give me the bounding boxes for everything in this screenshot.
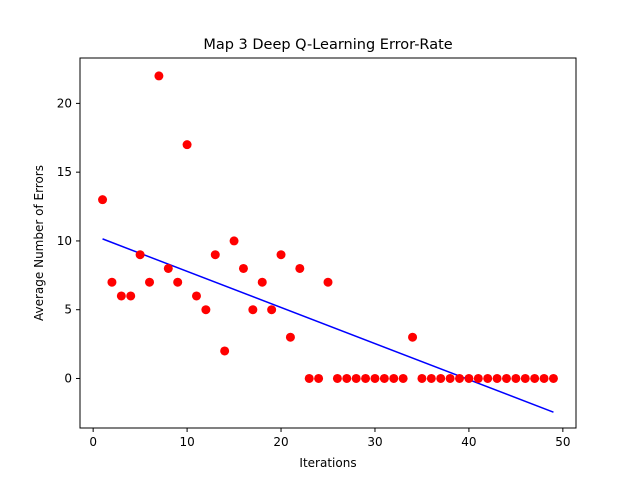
data-point [492,373,502,383]
data-point [483,373,493,383]
data-point [116,291,126,301]
data-point [379,373,389,383]
data-point [126,291,136,301]
data-point [98,195,108,205]
data-point [426,373,436,383]
x-tick-label: 30 [367,435,382,449]
data-point [436,373,446,383]
data-point [201,305,211,315]
y-tick-label: 20 [57,96,72,110]
trend-line [102,238,554,413]
data-point [314,373,324,383]
data-point [332,373,342,383]
x-tick-label: 10 [179,435,194,449]
data-point [323,277,333,287]
y-tick-label: 15 [57,165,72,179]
data-point [370,373,380,383]
data-point [530,373,540,383]
data-point [163,263,173,273]
data-point [182,140,192,150]
y-axis-title: Average Number of Errors [32,165,46,321]
data-point [445,373,455,383]
data-point [173,277,183,287]
data-point [548,373,558,383]
data-point [248,305,258,315]
data-point [464,373,474,383]
data-point [295,263,305,273]
data-point [276,250,286,260]
data-point [220,346,230,356]
data-points [98,71,558,383]
data-point [511,373,521,383]
x-tick-label: 40 [461,435,476,449]
data-point [210,250,220,260]
x-tick-label: 20 [273,435,288,449]
data-point [473,373,483,383]
data-point [145,277,155,287]
y-tick-label: 5 [64,303,72,317]
chart-title: Map 3 Deep Q-Learning Error-Rate [203,37,452,53]
data-point [107,277,117,287]
data-point [361,373,371,383]
data-point [398,373,408,383]
y-axis: 0 5 10 15 20 [57,96,80,385]
data-point [389,373,399,383]
data-point [501,373,511,383]
y-tick-label: 10 [57,234,72,248]
data-point [520,373,530,383]
data-point [539,373,549,383]
data-point [238,263,248,273]
data-point [342,373,352,383]
data-point [285,332,295,342]
data-point [191,291,201,301]
y-tick-label: 0 [64,371,72,385]
x-tick-label: 50 [555,435,570,449]
data-point [154,71,164,81]
x-axis-title: Iterations [299,456,356,470]
x-tick-label: 0 [89,435,97,449]
data-point [135,250,145,260]
data-point [351,373,361,383]
data-point [229,236,239,246]
data-point [417,373,427,383]
data-point [304,373,314,383]
x-axis: 0 10 20 30 40 50 [89,428,570,449]
data-point [455,373,465,383]
plot-area [79,57,577,429]
data-point [267,305,277,315]
data-point [257,277,267,287]
data-point [408,332,418,342]
